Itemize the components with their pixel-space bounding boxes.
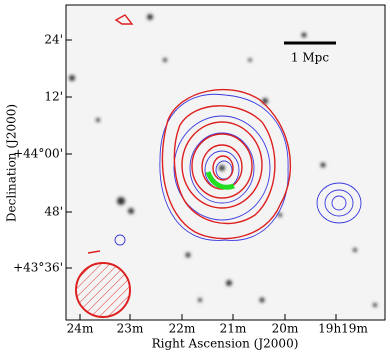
frame bbox=[65, 4, 386, 321]
sources bbox=[69, 14, 377, 307]
scale-bar-label: 1 Mpc bbox=[291, 51, 329, 65]
y-tick-label: 48' bbox=[44, 205, 63, 219]
x-tick-label: 22m bbox=[169, 322, 196, 336]
ticks bbox=[66, 39, 337, 320]
y-tick-label: +44°00' bbox=[13, 147, 63, 161]
y-tick-label: 12' bbox=[44, 90, 63, 104]
x-tick-label: 19h19m bbox=[318, 322, 368, 336]
y-tick-label: +43°36' bbox=[13, 261, 63, 275]
beam bbox=[75, 262, 131, 318]
x-tick-label: 21m bbox=[220, 322, 247, 336]
green-arc bbox=[205, 171, 235, 190]
x-axis-title: Right Ascension (J2000) bbox=[152, 337, 299, 351]
x-tick-label: 23m bbox=[117, 322, 144, 336]
x-tick-label: 20m bbox=[272, 322, 299, 336]
y-axis-title: Declination (J2000) bbox=[5, 104, 19, 222]
y-tick-label: 24' bbox=[44, 33, 63, 47]
x-tick-label: 24m bbox=[67, 322, 94, 336]
